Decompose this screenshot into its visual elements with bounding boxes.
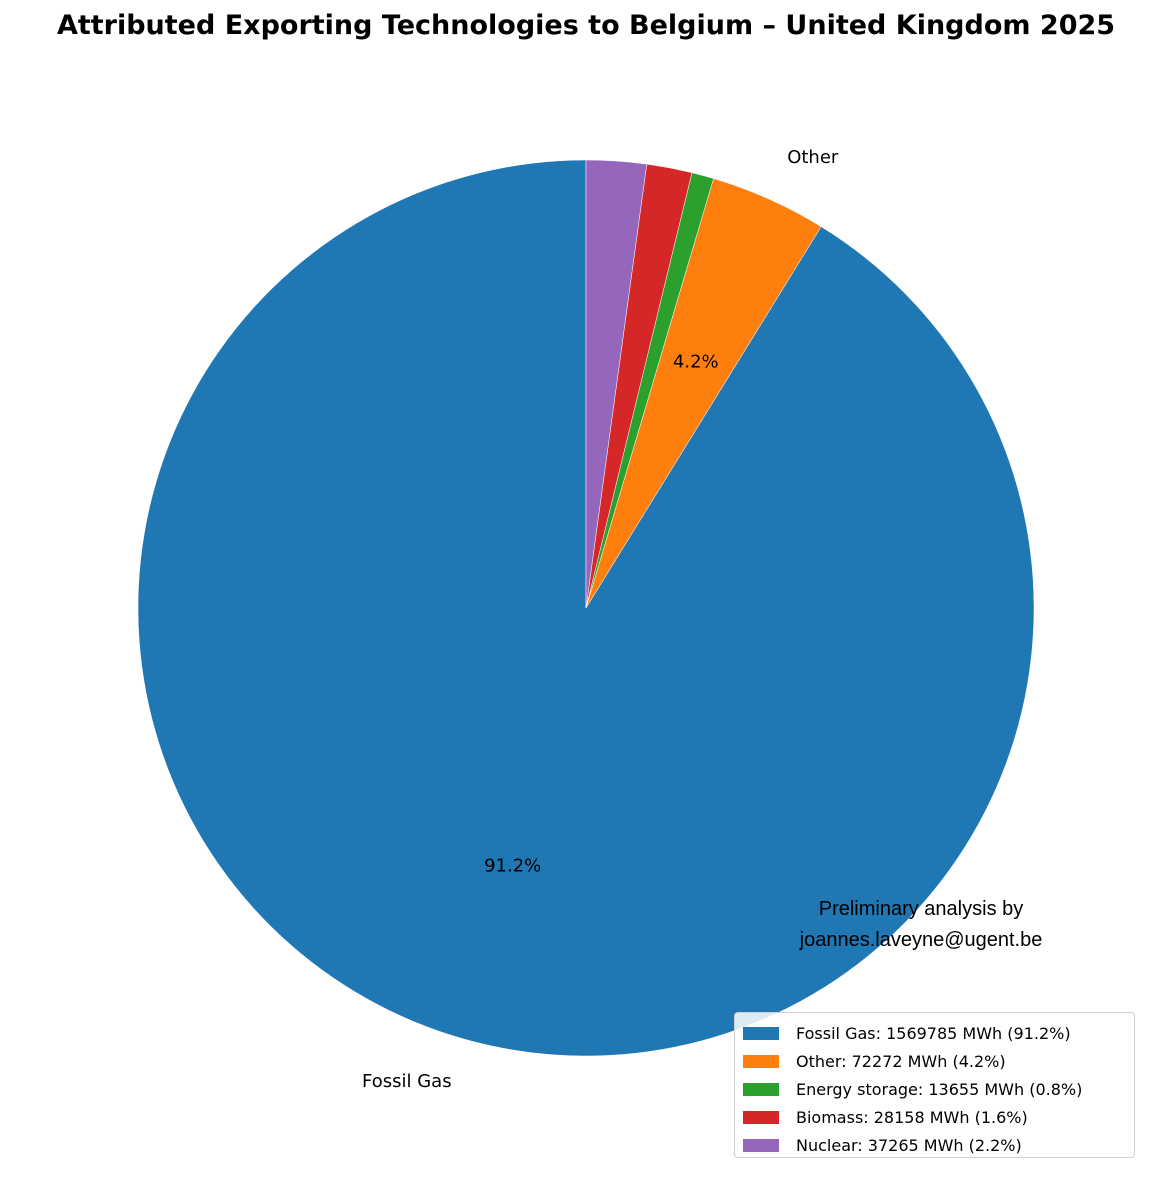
slice-label-other: Other	[787, 147, 839, 168]
legend-swatch-nuclear	[743, 1138, 779, 1152]
legend-label-nuclear: Nuclear: 37265 MWh (2.2%)	[796, 1135, 1022, 1155]
legend-swatch-other	[743, 1054, 779, 1068]
legend-label-biomass: Biomass: 28158 MWh (1.6%)	[796, 1107, 1028, 1127]
legend-label-energy-storage: Energy storage: 13655 MWh (0.8%)	[796, 1079, 1083, 1099]
chart-legend: Fossil Gas: 1569785 MWh (91.2%) Other: 7…	[734, 1012, 1135, 1158]
slice-percent-other: 4.2%	[673, 352, 719, 373]
credit-line-2: joannes.laveyne@ugent.be	[799, 929, 1043, 951]
legend-label-fossil-gas: Fossil Gas: 1569785 MWh (91.2%)	[796, 1023, 1071, 1043]
credit-annotation: Preliminary analysis by joannes.laveyne@…	[771, 894, 1071, 956]
legend-swatch-energy-storage	[743, 1082, 779, 1096]
legend-item-biomass: Biomass: 28158 MWh (1.6%)	[743, 1103, 1126, 1131]
legend-swatch-fossil-gas	[743, 1026, 779, 1040]
slice-label-fossil-gas: Fossil Gas	[362, 1071, 452, 1092]
legend-item-other: Other: 72272 MWh (4.2%)	[743, 1047, 1126, 1075]
legend-item-energy-storage: Energy storage: 13655 MWh (0.8%)	[743, 1075, 1126, 1103]
pie-slice-nuclear	[585, 159, 648, 609]
legend-item-nuclear: Nuclear: 37265 MWh (2.2%)	[743, 1131, 1126, 1159]
slice-percent-fossil-gas: 91.2%	[484, 856, 541, 877]
legend-item-fossil-gas: Fossil Gas: 1569785 MWh (91.2%)	[743, 1019, 1126, 1047]
credit-line-1: Preliminary analysis by	[818, 898, 1024, 920]
legend-swatch-biomass	[743, 1110, 779, 1124]
chart-title: Attributed Exporting Technologies to Bel…	[56, 10, 1116, 41]
legend-label-other: Other: 72272 MWh (4.2%)	[796, 1051, 1006, 1071]
